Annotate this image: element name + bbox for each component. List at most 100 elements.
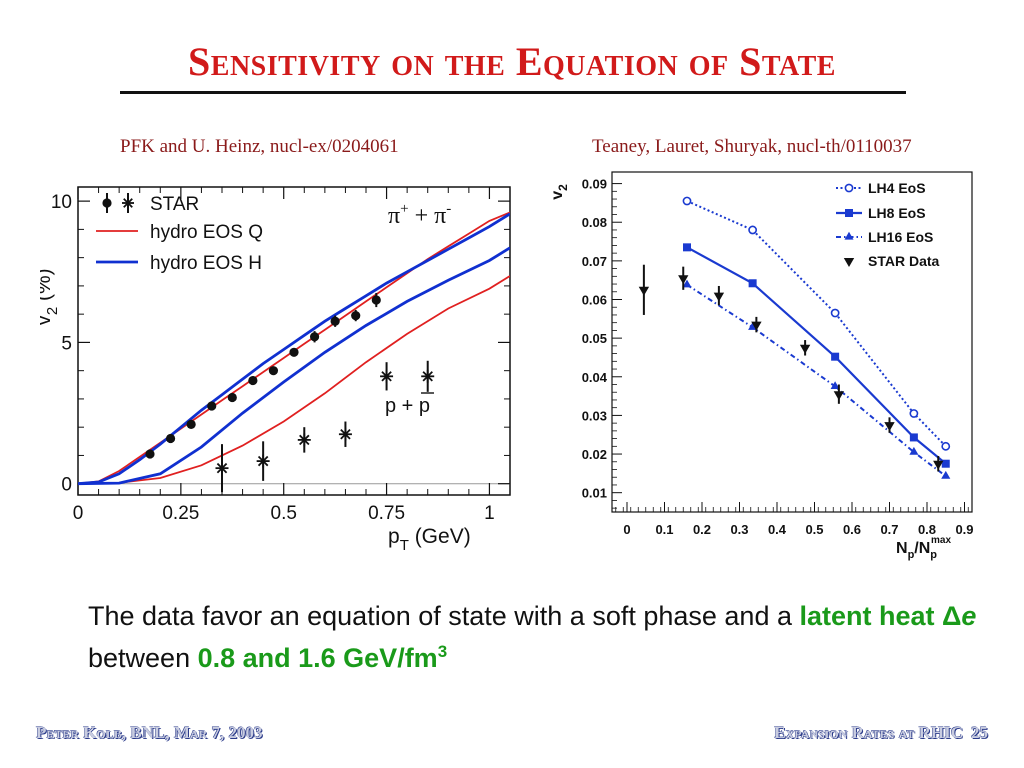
lh16-eos-line — [686, 283, 947, 477]
y-tick-label: 0.02 — [582, 447, 607, 462]
y-tick-label: 0.03 — [582, 408, 607, 423]
eos-h-proton-curve — [78, 246, 510, 486]
y-tick-label: 0.01 — [582, 486, 607, 501]
plot-frame — [611, 171, 973, 513]
star-data-point — [884, 422, 895, 432]
lh8-point — [941, 459, 950, 468]
star-data-point — [713, 292, 725, 302]
lh8-point — [909, 433, 918, 442]
lh4-point — [682, 196, 692, 206]
star-data-point — [678, 275, 689, 285]
star-proton-point — [338, 427, 352, 441]
star-pion-point — [207, 401, 217, 411]
legend: LH4 EoS LH8 EoS LH16 EoS STAR Data — [836, 180, 940, 269]
star-proton-point — [297, 433, 311, 447]
plot-area — [78, 211, 510, 493]
x-tick-label: 0.3 — [730, 522, 748, 537]
y-tick-label: 0.09 — [582, 177, 607, 192]
conclusion-part2: between — [88, 643, 198, 673]
latent-heat-label: latent heat — [799, 601, 943, 631]
lh8-point — [683, 243, 691, 252]
x-axis-label: Np/Npmax — [896, 535, 951, 561]
lh16-point — [682, 279, 692, 288]
x-tick-label: 0.8 — [918, 522, 936, 537]
legend-marker-star-data — [843, 258, 855, 267]
lh4-point — [909, 409, 919, 418]
x-axis-label: pT (GeV) — [388, 525, 471, 554]
star-pion-point — [186, 419, 196, 429]
star-pion-point — [309, 332, 320, 342]
x-tick-label: 0.5 — [805, 522, 823, 537]
legend-label: LH16 EoS — [868, 229, 933, 245]
latent-heat-range: 0.8 and 1.6 GeV/fm3 — [197, 642, 448, 673]
page-number: 25 — [971, 723, 988, 742]
legend-marker-star — [122, 197, 134, 209]
footer-talk: Expansion Rates at RHIC 25 — [774, 723, 988, 743]
x-tick-label: 0.1 — [655, 522, 673, 537]
x-tick-label: 0.2 — [693, 522, 711, 537]
lh4-point — [941, 441, 951, 451]
star-pion-point — [330, 316, 340, 326]
star-pion-point — [248, 375, 258, 386]
proton-label: p + p — [385, 395, 430, 417]
delta-symbol: Δ — [942, 601, 962, 631]
x-tick-label: 0.5 — [271, 503, 297, 524]
footer-author: Peter Kolb, BNL, Mar 7, 2003 — [36, 723, 263, 742]
y-tick-label: 0 — [61, 475, 72, 496]
conclusion-text: The data favor an equation of state with… — [88, 598, 988, 676]
y-tick-label: 0.04 — [582, 370, 608, 385]
legend-marker-circle — [102, 198, 112, 208]
legend-label: LH4 EoS — [868, 180, 926, 196]
latent-heat-range-text: 0.8 and 1.6 GeV/fm — [197, 643, 438, 673]
star-data-point — [799, 344, 811, 354]
legend-label: STAR Data — [868, 253, 940, 269]
latent-heat-phrase: latent heat Δe — [799, 601, 976, 631]
star-proton-point — [380, 369, 394, 383]
lh8-eos-line — [686, 246, 947, 465]
y-tick-label: 10 — [51, 192, 72, 213]
star-data-point — [833, 391, 845, 401]
star-proton-point — [421, 369, 435, 383]
latent-heat-range-exponent: 3 — [437, 642, 448, 661]
y-axis-label: v2 (%) — [40, 268, 61, 325]
eos-q-proton-curve — [78, 275, 510, 485]
x-tick-label: 0.4 — [768, 522, 787, 537]
y-tick-label: 0.05 — [582, 331, 607, 346]
star-data-point — [751, 321, 762, 331]
star-pion-point — [268, 366, 279, 376]
legend-label-eos-q: hydro EOS Q — [150, 222, 263, 243]
x-tick-label: 0.75 — [368, 503, 405, 524]
conclusion-part1: The data favor an equation of state with… — [88, 601, 800, 631]
x-tick-label: 0.9 — [955, 522, 973, 537]
lh16-point — [941, 470, 951, 479]
lh16-point — [909, 446, 919, 455]
x-tick-label: 0.7 — [880, 522, 898, 537]
star-pion-point — [227, 392, 237, 403]
legend-label-star: STAR — [150, 194, 199, 215]
star-data-point — [638, 286, 650, 296]
slide-title: Sensitivity on the Equation of State — [188, 39, 836, 84]
x-tick-label: 1 — [484, 503, 495, 524]
star-pion-point — [371, 295, 381, 305]
pion-label: π+ + π- — [388, 201, 451, 229]
y-tick-label: 0.07 — [582, 254, 607, 269]
legend-marker-lh4 — [844, 183, 854, 193]
y-axis-label: v2 — [549, 184, 570, 200]
lh4-point — [748, 225, 758, 235]
x-tick-label: 0 — [623, 522, 630, 537]
energy-symbol: e — [961, 601, 977, 631]
y-tick-label: 0.08 — [582, 215, 607, 230]
x-tick-label: 0 — [73, 503, 84, 524]
lh16-point — [748, 322, 758, 330]
v2-vs-participants-chart: 0 0.1 0.2 0.3 0.4 0.5 0.6 0.7 0.8 0.9 0.01 0.02 0.03… — [549, 171, 974, 561]
star-pion-point — [351, 310, 361, 321]
title-underline — [120, 91, 906, 94]
lh8-point — [748, 279, 757, 288]
right-chart-citation: Teaney, Lauret, Shuryak, nucl-th/0110037 — [592, 136, 912, 157]
star-pion-point — [289, 347, 299, 357]
star-pion-point — [145, 449, 155, 459]
legend-marker-lh16 — [844, 231, 854, 240]
x-tick-label: 0.25 — [162, 503, 199, 524]
legend-label-eos-h: hydro EOS H — [150, 253, 262, 274]
